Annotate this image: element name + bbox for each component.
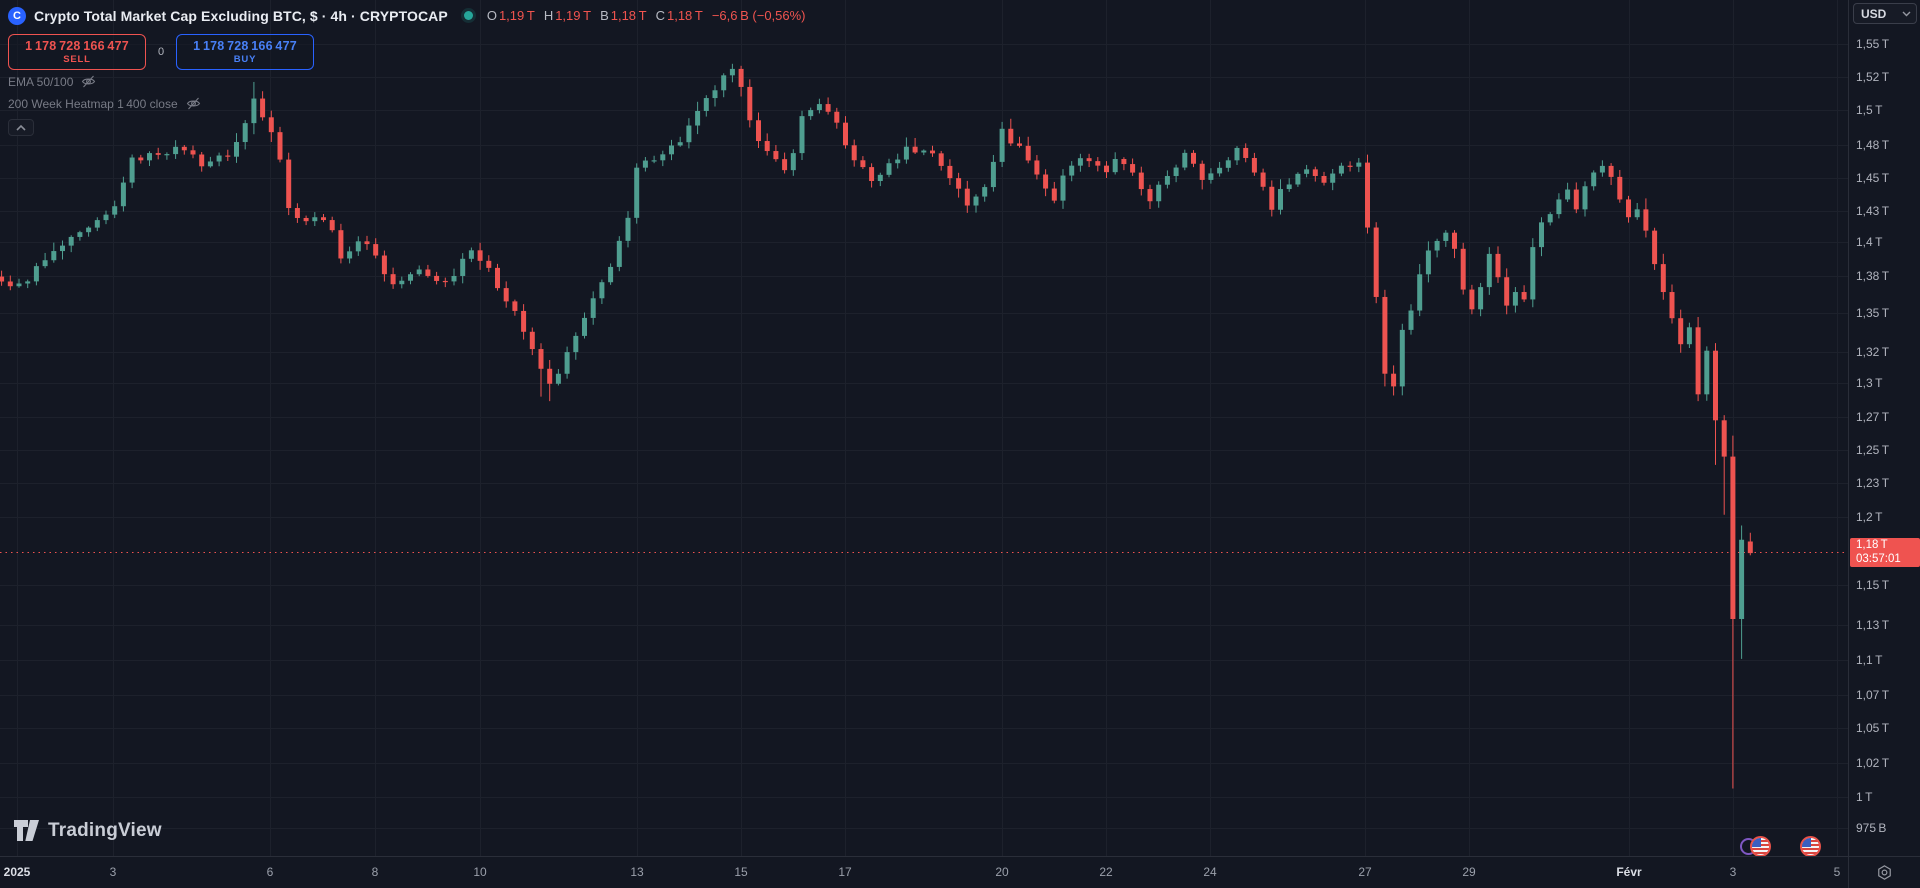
economic-event-flag-icon[interactable] — [1800, 836, 1821, 856]
price-tick: 1,5 T — [1856, 103, 1883, 117]
price-tick: 1,13 T — [1856, 618, 1890, 632]
candlestick-chart[interactable] — [0, 0, 1848, 856]
time-tick: 3 — [109, 865, 117, 879]
trade-panel: 1 178 728 166 477 SELL 0 1 178 728 166 4… — [8, 34, 806, 70]
time-tick: 3 — [1729, 865, 1737, 879]
bar-countdown: 03:57:01 — [1856, 552, 1901, 565]
price-tick: 1,35 T — [1856, 306, 1890, 320]
price-axis[interactable]: USD 1,55 T 1,52 T 1,5 T 1,48 T 1,45 T 1,43 T 1… — [1848, 0, 1920, 856]
price-tick: 1,02 T — [1856, 756, 1890, 770]
ohlc-value: 1,18 T — [610, 7, 647, 23]
indicator-name[interactable]: 200 Week Heatmap 1 400 close — [8, 96, 178, 111]
price-tick: 1,32 T — [1856, 345, 1890, 359]
price-tick: 1,2 T — [1856, 510, 1883, 524]
symbol-title[interactable]: Crypto Total Market Cap Excluding BTC, $… — [34, 7, 448, 24]
axis-settings-corner[interactable] — [1848, 856, 1920, 888]
change-value: −6,6 B (−0,56%) — [711, 8, 806, 23]
price-tick: 1,48 T — [1856, 138, 1890, 152]
sell-label: SELL — [63, 54, 91, 65]
time-tick: 15 — [734, 865, 748, 879]
indicator-row: EMA 50/100 — [8, 71, 806, 92]
spread-value: 0 — [157, 46, 165, 58]
chart-legend: C Crypto Total Market Cap Excluding BTC,… — [8, 5, 806, 136]
sell-button[interactable]: 1 178 728 166 477 SELL — [8, 34, 146, 70]
price-tick: 1,1 T — [1856, 653, 1883, 667]
time-tick: 10 — [473, 865, 487, 879]
time-tick: Févr — [1616, 865, 1642, 879]
time-axis[interactable]: 2025 3 6 8 10 13 15 17 20 22 24 27 29 Févr 3 5 — [0, 856, 1848, 888]
price-tick: 975 B — [1856, 821, 1887, 835]
price-tick: 1,52 T — [1856, 70, 1890, 84]
currency-value: USD — [1861, 6, 1887, 21]
time-tick: 20 — [995, 865, 1009, 879]
price-tick: 1,15 T — [1856, 578, 1890, 592]
chevron-up-icon — [16, 124, 26, 131]
price-tick: 1,43 T — [1856, 204, 1890, 218]
price-tick: 1,25 T — [1856, 443, 1890, 457]
price-tick: 1,05 T — [1856, 721, 1890, 735]
indicator-legend: EMA 50/100 200 Week Heatmap 1 400 close — [8, 71, 806, 114]
ohlc-key: C — [655, 7, 665, 23]
sell-price: 1 178 728 166 477 — [25, 39, 129, 53]
time-tick: 29 — [1462, 865, 1476, 879]
gear-icon — [1878, 865, 1891, 880]
economic-event-flag-icon[interactable] — [1750, 836, 1771, 856]
price-tick: 1,07 T — [1856, 688, 1890, 702]
time-tick: 2025 — [3, 865, 31, 879]
symbol-logo-icon: C — [8, 6, 26, 25]
price-tick: 1,38 T — [1856, 269, 1890, 283]
eye-off-icon[interactable] — [186, 96, 201, 111]
currency-selector[interactable]: USD — [1853, 3, 1917, 24]
price-tick: 1,45 T — [1856, 171, 1890, 185]
collapse-legend-button[interactable] — [8, 119, 34, 136]
ohlc-key: O — [486, 7, 497, 23]
current-price-value: 1,18 T — [1856, 539, 1888, 551]
price-tick: 1,23 T — [1856, 476, 1890, 490]
time-tick: 22 — [1099, 865, 1113, 879]
time-tick: 24 — [1203, 865, 1217, 879]
time-tick: 27 — [1358, 865, 1372, 879]
price-tick: 1 T — [1856, 790, 1873, 804]
chevron-down-icon — [1902, 11, 1911, 16]
buy-price: 1 178 728 166 477 — [193, 39, 297, 53]
ohlc-value: 1,19 T — [555, 7, 592, 23]
ohlc-key: B — [600, 7, 609, 23]
time-tick: 8 — [371, 865, 379, 879]
symbol-row: C Crypto Total Market Cap Excluding BTC,… — [8, 5, 806, 26]
ohlc-value: 1,18 T — [666, 7, 703, 23]
indicator-name[interactable]: EMA 50/100 — [8, 74, 74, 89]
market-open-status-icon[interactable] — [463, 11, 473, 20]
current-price-label: 1,18 T 03:57:01 — [1850, 538, 1920, 567]
tradingview-logo-icon — [14, 820, 39, 841]
chart-plot-area[interactable]: C Crypto Total Market Cap Excluding BTC,… — [0, 0, 1848, 856]
ohlc-key: H — [543, 7, 554, 23]
time-tick: 17 — [838, 865, 852, 879]
tradingview-logo-text: TradingView — [48, 819, 162, 841]
eye-off-icon[interactable] — [81, 74, 96, 89]
time-tick: 6 — [266, 865, 274, 879]
price-tick: 1,55 T — [1856, 37, 1890, 51]
indicator-row: 200 Week Heatmap 1 400 close — [8, 93, 806, 114]
tradingview-logo[interactable]: TradingView — [13, 819, 162, 842]
time-tick: 5 — [1833, 865, 1841, 879]
price-tick: 1,27 T — [1856, 410, 1890, 424]
ohlc-values: O 1,19 T H 1,19 T B 1,18 T C 1,18 T — [487, 7, 712, 25]
buy-label: BUY — [233, 54, 257, 65]
price-tick: 1,3 T — [1856, 376, 1883, 390]
price-tick: 1,4 T — [1856, 235, 1883, 249]
time-tick: 13 — [630, 865, 644, 879]
ohlc-value: 1,19 T — [498, 7, 535, 23]
buy-button[interactable]: 1 178 728 166 477 BUY — [176, 34, 314, 70]
